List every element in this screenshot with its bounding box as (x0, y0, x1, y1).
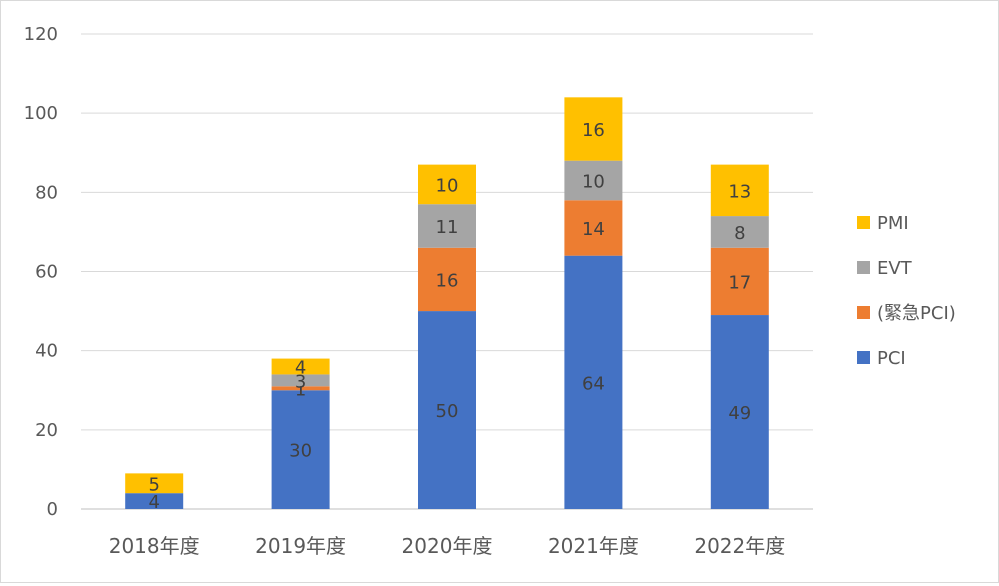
data-label: 14 (582, 219, 605, 240)
bar-segment (710, 315, 769, 509)
data-label: 4 (148, 492, 159, 513)
data-label: 64 (582, 373, 605, 394)
bar-segment (418, 164, 476, 205)
x-axis: 2018年度 2019年度 2020年度 2021年度 2022年度 (109, 534, 786, 558)
bar-segment (710, 164, 769, 217)
bar-segment (418, 311, 476, 509)
data-label: 10 (436, 175, 459, 196)
data-label: 11 (436, 217, 459, 238)
bar-segment (125, 493, 184, 509)
bar-segment (564, 160, 623, 201)
bar-segment (271, 386, 330, 391)
bar-segment (125, 473, 184, 494)
data-label: 1 (295, 379, 306, 400)
y-axis: 0 20 40 60 80 100 120 (24, 24, 58, 520)
data-label: 8 (734, 223, 745, 244)
data-label: 30 (289, 441, 312, 462)
data-label: 16 (436, 270, 459, 291)
legend-swatch (857, 261, 870, 274)
bar-segment (564, 200, 623, 256)
data-label: 49 (728, 403, 751, 424)
bar-segment (271, 390, 330, 509)
bar-segment (418, 204, 476, 248)
bar-segment (271, 374, 330, 387)
data-label: 16 (582, 120, 605, 141)
bar-segment (271, 358, 330, 375)
x-tick-label: 2022年度 (694, 534, 785, 558)
data-label: 5 (148, 474, 159, 495)
data-label: 10 (582, 171, 605, 192)
legend-label: PMI (877, 213, 909, 234)
y-tick-label: 60 (35, 262, 58, 283)
x-tick-label: 2021年度 (548, 534, 639, 558)
data-label: 17 (728, 272, 751, 293)
bar-segment (564, 97, 623, 161)
x-tick-label: 2018年度 (109, 534, 200, 558)
legend-label: EVT (877, 258, 913, 279)
bar-segment (418, 247, 476, 312)
bar-segment (710, 216, 769, 248)
x-tick-label: 2019年度 (255, 534, 346, 558)
data-label: 50 (436, 401, 459, 422)
y-tick-label: 40 (35, 341, 58, 362)
y-tick-label: 80 (35, 182, 58, 203)
legend-label: (緊急PCI) (877, 303, 956, 324)
legend-label: PCI (877, 348, 906, 369)
bar-segment (564, 255, 623, 509)
data-label: 4 (295, 358, 306, 379)
legend-swatch (857, 306, 870, 319)
y-tick-label: 120 (24, 24, 58, 45)
legend: PMI EVT (緊急PCI) PCI (857, 213, 956, 369)
y-tick-label: 100 (24, 103, 58, 124)
legend-swatch (857, 351, 870, 364)
data-label: 3 (295, 371, 306, 392)
bar-segment (710, 247, 769, 316)
data-label: 13 (728, 181, 751, 202)
y-tick-label: 20 (35, 420, 58, 441)
x-tick-label: 2020年度 (402, 534, 493, 558)
legend-swatch (857, 216, 870, 229)
y-tick-label: 0 (47, 499, 58, 520)
